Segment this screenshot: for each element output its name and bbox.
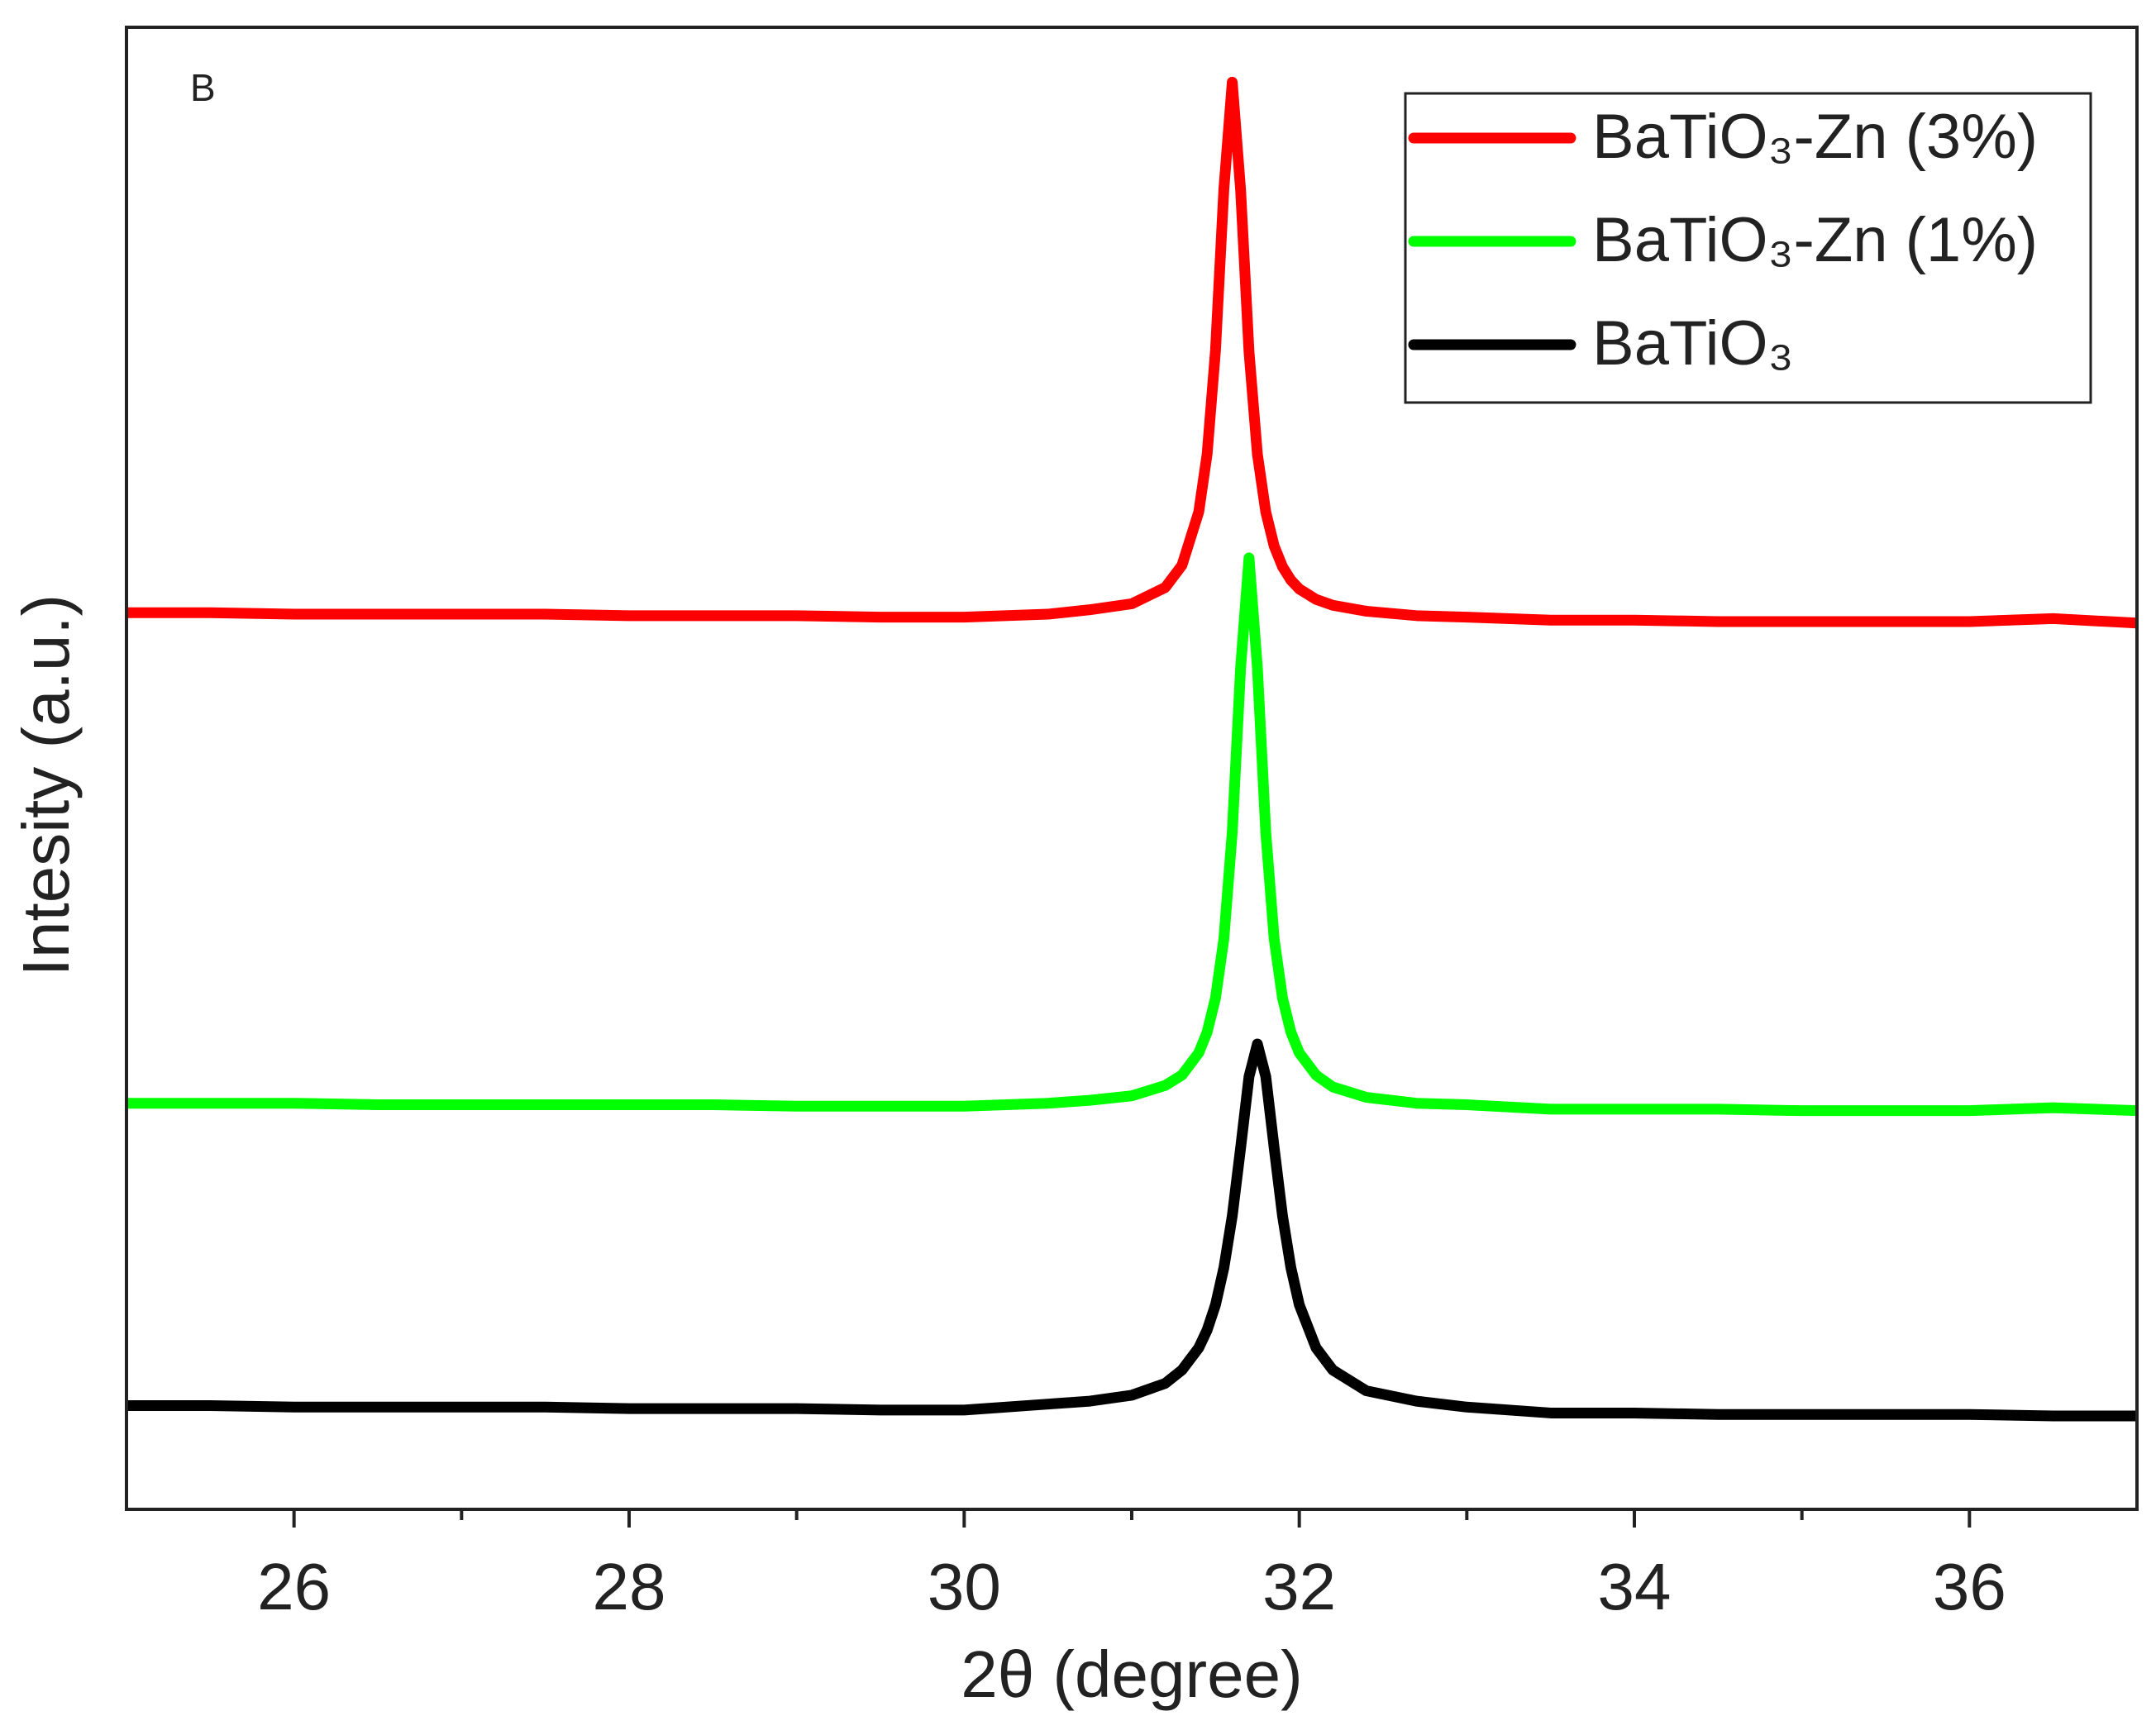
- legend-box: [1404, 92, 2092, 404]
- x-tick-label: 28: [593, 1550, 666, 1623]
- panel-label: B: [190, 66, 216, 109]
- legend-label: BaTiO₃-Zn (1%): [1592, 205, 2038, 275]
- x-tick-label: 26: [257, 1550, 331, 1623]
- x-tick-label: 30: [928, 1550, 1001, 1623]
- series-line: [126, 76, 2137, 629]
- x-tick-label: 32: [1262, 1550, 1336, 1623]
- legend-label: BaTiO₃-Zn (3%): [1592, 102, 2038, 172]
- plot-frame: [125, 26, 2139, 1511]
- x-tick-label: 36: [1933, 1550, 2006, 1623]
- x-tick-label: 34: [1598, 1550, 1672, 1623]
- x-axis-label: 2θ (degree): [961, 1637, 1303, 1711]
- legend-label: BaTiO₃: [1592, 308, 1794, 379]
- series-line: [126, 552, 2137, 1117]
- y-axis-label: Intesity (a.u.): [9, 594, 83, 976]
- series-line: [126, 1038, 2137, 1422]
